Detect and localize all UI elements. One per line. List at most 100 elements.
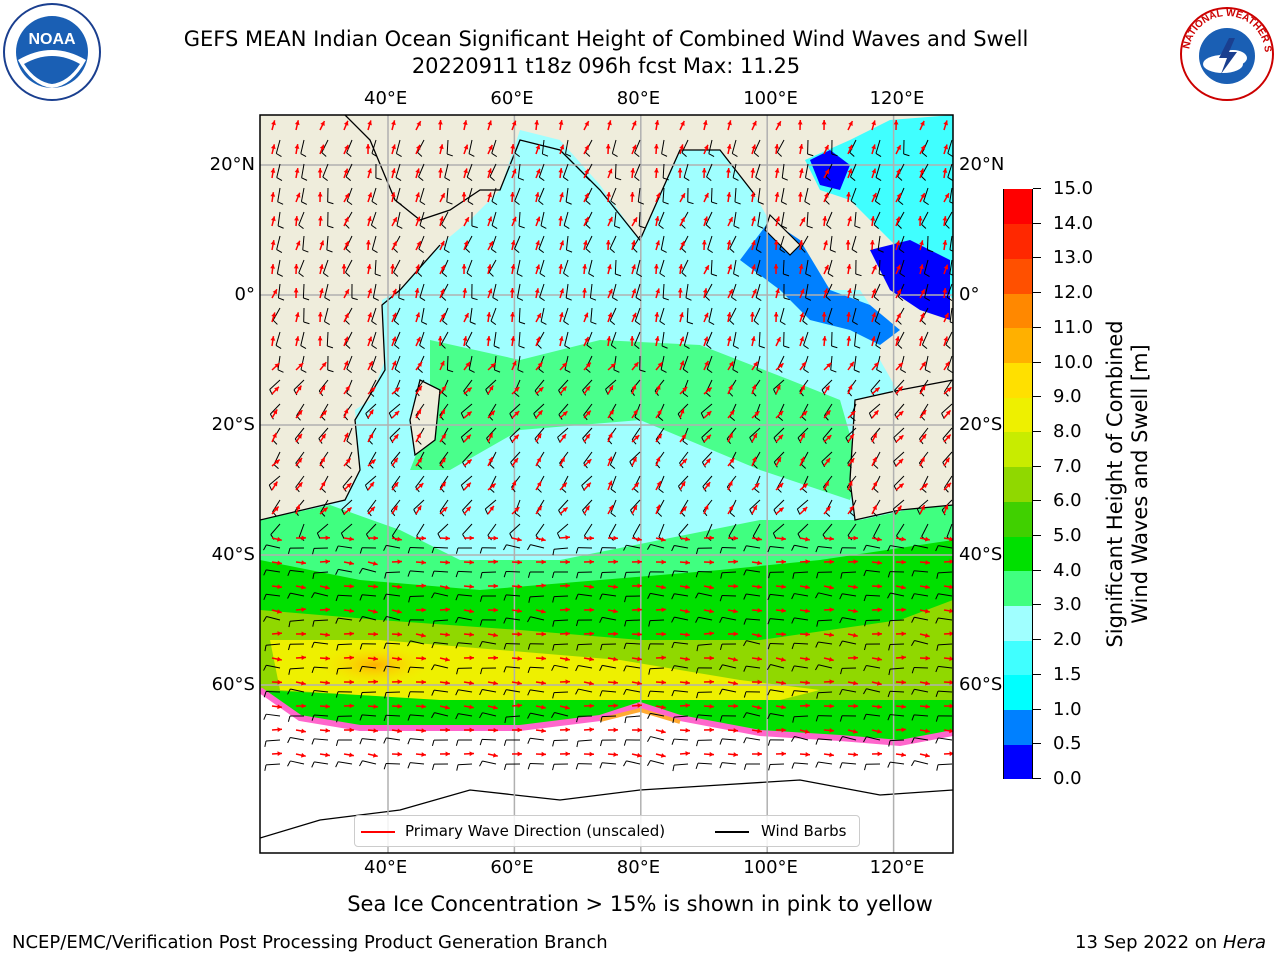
wave-arrow-head xyxy=(584,337,589,343)
wind-barb xyxy=(875,331,881,346)
wind-barb-flag xyxy=(552,596,555,603)
wind-barb xyxy=(921,139,929,153)
wind-barb-flag xyxy=(781,225,788,229)
wave-arrow-head xyxy=(469,559,474,565)
colorbar-tick-label: 13.0 xyxy=(1053,247,1094,269)
wind-barb xyxy=(468,139,473,154)
wind-barb xyxy=(847,451,857,464)
wave-arrow-head xyxy=(781,704,786,710)
wind-barb xyxy=(416,523,425,537)
wind-barb-flag xyxy=(947,368,953,374)
wave-arrow-head xyxy=(607,456,613,462)
wind-barb xyxy=(345,259,353,273)
wind-barb-flag xyxy=(825,296,831,301)
wave-arrow-head xyxy=(845,240,851,245)
wind-barb xyxy=(489,163,497,177)
wave-arrow-head xyxy=(589,727,594,732)
wind-barb xyxy=(371,187,377,202)
wave-arrow-head xyxy=(588,680,594,686)
wave-arrow-head xyxy=(824,145,829,151)
wave-arrow-head xyxy=(733,680,738,686)
wave-arrow-head xyxy=(373,656,378,662)
wind-barb-flag xyxy=(327,225,334,229)
wind-barb xyxy=(608,523,617,537)
wind-barb xyxy=(946,283,953,298)
wind-barb xyxy=(491,211,497,226)
wind-barb xyxy=(914,737,929,741)
wind-barb xyxy=(530,616,545,621)
wind-barb xyxy=(826,211,833,226)
wind-barb-flag xyxy=(850,200,857,206)
wind-barb xyxy=(564,331,569,346)
wave-arrow-head xyxy=(344,289,349,295)
wave-arrow-head xyxy=(440,360,445,366)
wave-arrow-head xyxy=(654,168,659,173)
wind-barb-flag xyxy=(503,594,507,601)
wind-barb-flag xyxy=(576,644,579,651)
wind-barb xyxy=(371,331,377,346)
wave-arrow-head xyxy=(514,507,520,512)
wind-barb xyxy=(661,139,665,154)
wind-barb xyxy=(825,283,833,297)
wind-barb xyxy=(793,715,809,718)
wind-barb-flag xyxy=(897,344,903,349)
wind-barb-flag xyxy=(680,223,686,229)
wave-arrow-head xyxy=(709,704,714,709)
wave-arrow-head xyxy=(901,655,906,660)
wave-arrow-head xyxy=(681,434,687,439)
wind-barb xyxy=(733,211,737,226)
wind-barb-flag xyxy=(558,510,563,516)
wind-barb-flag xyxy=(491,248,497,254)
wave-arrow-head xyxy=(565,751,570,757)
wave-arrow-head xyxy=(417,361,422,367)
wind-barb-flag xyxy=(335,691,339,698)
wind-barb xyxy=(794,735,809,741)
wave-arrow-head xyxy=(609,409,614,415)
wind-barb xyxy=(395,187,401,202)
wave-arrow-head xyxy=(829,632,834,638)
wave-arrow-head xyxy=(829,559,834,565)
wind-barb xyxy=(630,499,641,511)
wind-barb-flag xyxy=(863,545,867,551)
wind-barb-flag xyxy=(825,176,831,181)
wind-barb xyxy=(610,187,617,202)
wave-arrow-head xyxy=(701,168,707,173)
wind-barb xyxy=(673,738,689,741)
wind-barb xyxy=(938,665,953,669)
wind-barb xyxy=(539,259,545,274)
wind-barb xyxy=(398,283,401,298)
wind-barb-flag xyxy=(777,368,783,373)
wind-barb-flag xyxy=(935,593,939,600)
wave-arrow-head xyxy=(367,312,373,318)
wind-barb-flag xyxy=(888,620,891,627)
wind-barb-flag xyxy=(336,716,339,723)
wind-barb-flag xyxy=(277,369,284,373)
wind-barb-flag xyxy=(671,665,675,672)
wind-barb xyxy=(534,379,545,392)
wave-arrow-head xyxy=(585,505,590,511)
wave-arrow-head xyxy=(295,192,301,198)
wave-arrow-head xyxy=(654,216,660,221)
wind-barb xyxy=(655,427,665,440)
wind-barb-flag xyxy=(345,176,352,181)
wind-barb xyxy=(847,523,857,536)
wave-arrow-head xyxy=(898,411,904,416)
wind-barb-flag xyxy=(444,177,451,181)
wave-arrow-head xyxy=(276,609,282,614)
wind-barb xyxy=(926,235,929,251)
wind-barb xyxy=(269,379,281,390)
wind-barb xyxy=(609,235,617,249)
wind-barb xyxy=(323,307,329,322)
wind-barb-flag xyxy=(868,412,873,419)
wave-arrow-head xyxy=(295,240,301,246)
wind-barb-flag xyxy=(600,572,603,579)
wave-arrow-head xyxy=(895,240,900,246)
wind-barb xyxy=(457,570,473,573)
wave-arrow-head xyxy=(421,752,426,757)
wave-arrow-head xyxy=(800,217,805,223)
wind-barb xyxy=(729,235,737,249)
wave-arrow-head xyxy=(490,363,496,368)
wind-barb-flag xyxy=(288,668,291,675)
wind-barb-flag xyxy=(887,545,891,552)
wave-arrow-head xyxy=(277,631,282,636)
